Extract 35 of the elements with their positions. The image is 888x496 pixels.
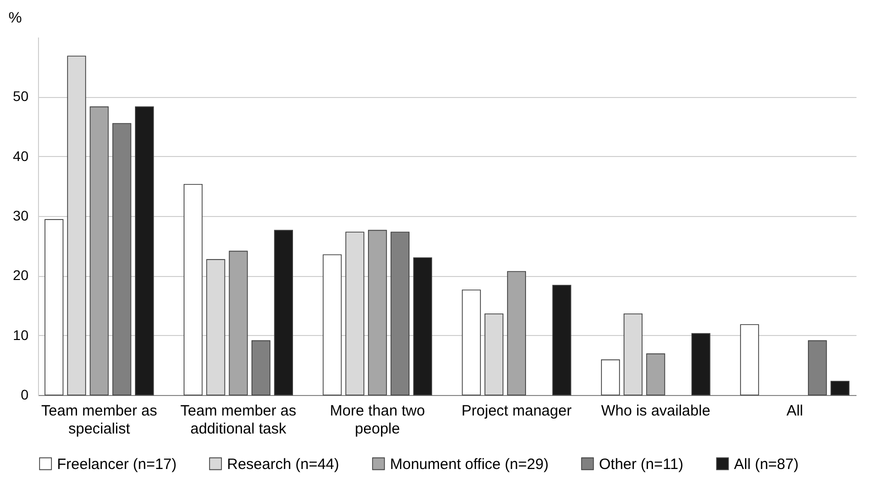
bar <box>691 333 710 396</box>
legend-label: Research (n=44) <box>227 456 340 473</box>
y-tick-label: 50 <box>12 88 29 104</box>
bar <box>552 284 572 396</box>
bar <box>322 254 342 396</box>
y-tick-label: 10 <box>12 326 29 343</box>
bar <box>413 257 432 396</box>
y-axis-title: % <box>8 10 22 26</box>
bar <box>184 184 203 396</box>
x-tick-label: Project manager <box>462 402 572 420</box>
x-tick-label: Team member as specialist <box>41 402 158 438</box>
bar <box>462 290 481 396</box>
legend-label: Freelancer (n=17) <box>57 456 177 473</box>
bar <box>830 380 850 396</box>
y-tick-label: 0 <box>20 386 29 402</box>
bar <box>646 353 666 396</box>
y-tick-label: 30 <box>12 208 29 224</box>
bar <box>601 359 620 396</box>
bar <box>90 106 109 396</box>
bar <box>368 230 387 396</box>
x-tick-label: Who is available <box>601 402 710 420</box>
bar <box>274 230 293 396</box>
x-tick-label: More than two people <box>330 402 425 438</box>
bar <box>740 324 760 396</box>
bar <box>44 219 64 396</box>
bar <box>134 106 154 396</box>
legend-label: Other (n=11) <box>599 456 684 473</box>
y-tick-label: 20 <box>12 267 29 284</box>
legend-label: Monument office (n=29) <box>390 456 549 473</box>
bar <box>507 271 526 396</box>
bar <box>228 250 248 396</box>
x-tick-label: All <box>786 402 804 420</box>
x-tick-label: Team member as additional task <box>180 402 296 438</box>
legend-label: All (n=87) <box>734 456 799 473</box>
y-tick-label: 40 <box>12 148 29 164</box>
